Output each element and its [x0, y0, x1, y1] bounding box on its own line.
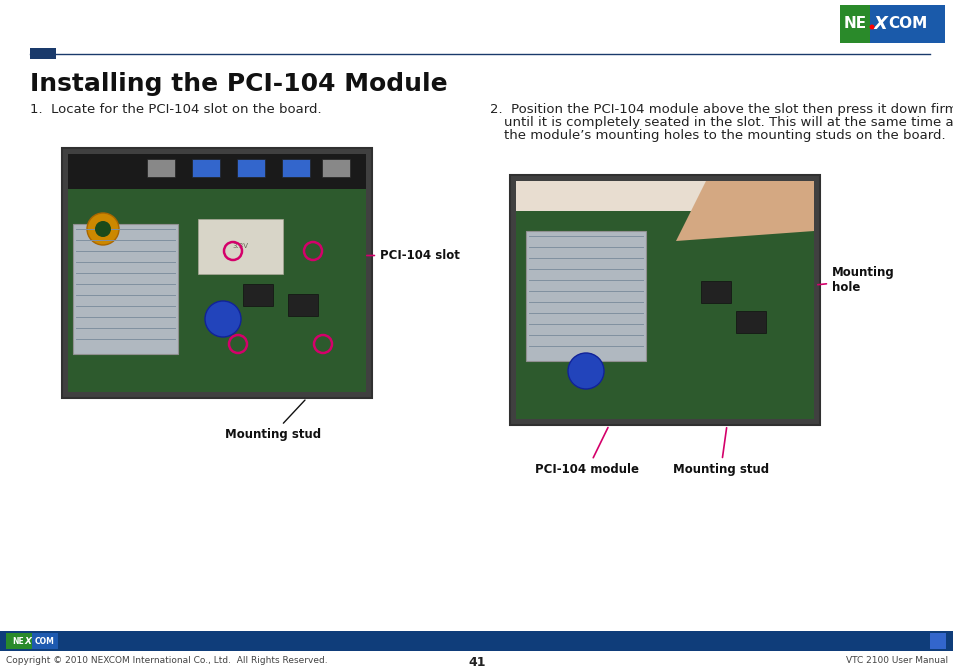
Bar: [282, 159, 310, 177]
Text: PCI-104 module: PCI-104 module: [535, 427, 639, 476]
Bar: [192, 159, 220, 177]
Bar: [516, 181, 813, 211]
Text: X: X: [25, 636, 31, 646]
Circle shape: [868, 24, 874, 30]
Text: PCI-104 slot: PCI-104 slot: [366, 249, 459, 262]
Text: Installing the PCI-104 Module: Installing the PCI-104 Module: [30, 72, 447, 96]
Circle shape: [87, 213, 119, 245]
Bar: [525, 231, 645, 361]
Bar: [700, 281, 730, 303]
Text: COM: COM: [35, 636, 55, 646]
Bar: [0, 631, 953, 651]
Text: NE: NE: [12, 636, 24, 646]
Bar: [516, 181, 813, 419]
Text: NE: NE: [842, 17, 865, 32]
Text: 41: 41: [468, 656, 485, 669]
Bar: [6, 633, 58, 649]
Text: X: X: [873, 15, 887, 33]
Bar: [840, 5, 944, 43]
Text: Mounting stud: Mounting stud: [225, 400, 320, 441]
Bar: [322, 159, 350, 177]
Bar: [735, 311, 765, 333]
Text: the module’s mounting holes to the mounting studs on the board.: the module’s mounting holes to the mount…: [503, 129, 944, 142]
Text: 2.  Position the PCI-104 module above the slot then press it down firmly: 2. Position the PCI-104 module above the…: [490, 103, 953, 116]
Circle shape: [95, 221, 111, 237]
Bar: [32, 633, 58, 649]
Polygon shape: [676, 181, 813, 241]
Bar: [840, 5, 869, 43]
Text: 1.  Locate for the PCI-104 slot on the board.: 1. Locate for the PCI-104 slot on the bo…: [30, 103, 321, 116]
Bar: [62, 148, 372, 398]
Bar: [68, 154, 366, 392]
Text: Copyright © 2010 NEXCOM International Co., Ltd.  All Rights Reserved.: Copyright © 2010 NEXCOM International Co…: [6, 656, 327, 665]
Circle shape: [567, 353, 603, 389]
Text: Mounting stud: Mounting stud: [672, 428, 768, 476]
Bar: [198, 219, 283, 274]
Bar: [510, 175, 820, 425]
Bar: [288, 294, 317, 316]
Bar: [30, 48, 56, 59]
Bar: [243, 284, 273, 306]
Text: until it is completely seated in the slot. This will at the same time align: until it is completely seated in the slo…: [503, 116, 953, 129]
Bar: [68, 154, 366, 189]
Text: VTC 2100 User Manual: VTC 2100 User Manual: [845, 656, 947, 665]
Bar: [236, 159, 265, 177]
Bar: [147, 159, 174, 177]
Circle shape: [205, 301, 241, 337]
Text: Mounting
hole: Mounting hole: [817, 266, 894, 294]
Text: COM: COM: [887, 17, 926, 32]
Bar: [929, 633, 945, 649]
Text: 3.3V: 3.3V: [232, 243, 248, 249]
Bar: [73, 224, 178, 354]
